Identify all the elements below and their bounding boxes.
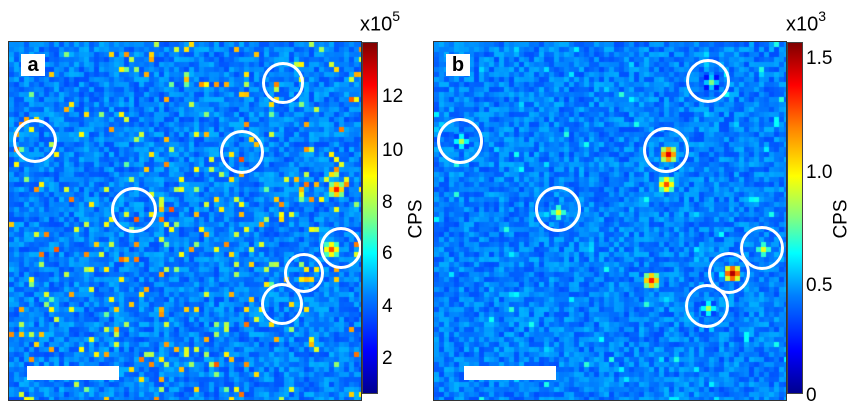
scale-bar [464, 366, 556, 380]
colorbar-a-label: CPS [405, 199, 427, 239]
highlight-circle [262, 62, 304, 104]
colorbar-a-multiplier: x105 [360, 8, 401, 36]
highlight-circle [740, 226, 784, 270]
colorbar-a-tick: 4 [382, 296, 393, 317]
panel-b-letter: b [446, 54, 470, 76]
colorbar-b-tick: 1.0 [806, 162, 833, 183]
scale-bar [27, 366, 119, 380]
highlight-circle [643, 127, 689, 173]
panel-a-image: a [8, 41, 362, 401]
colorbar-a-tick: 10 [382, 140, 404, 161]
colorbar-a-tick: 8 [382, 192, 393, 213]
highlight-circle [320, 227, 361, 269]
highlight-circle [220, 130, 264, 174]
colorbar-b-tick: 0 [806, 385, 817, 406]
highlight-circle [261, 283, 303, 325]
heatmap-a [9, 42, 361, 400]
colorbar-b-label: CPS [830, 199, 849, 239]
highlight-circle [535, 186, 581, 232]
highlight-circle [13, 119, 57, 163]
colorbar-b-tick: 1.5 [806, 48, 833, 69]
highlight-circle [685, 284, 729, 328]
colorbar-a-tick: 12 [382, 86, 404, 107]
colorbar-b-multiplier: x103 [786, 8, 827, 36]
highlight-circle [111, 187, 157, 233]
panel-b-image: b [433, 41, 787, 401]
highlight-circle [708, 252, 750, 294]
colorbar-a-tick: 2 [382, 348, 393, 369]
highlight-circle [437, 118, 483, 164]
highlight-circle [686, 59, 730, 103]
heatmap-b [434, 42, 786, 400]
colorbar-b [787, 42, 803, 394]
panel-a-letter: a [21, 54, 45, 76]
colorbar-a [362, 42, 378, 394]
colorbar-a-tick: 6 [382, 243, 393, 264]
highlight-circle [284, 253, 324, 293]
colorbar-b-tick: 0.5 [806, 275, 833, 296]
